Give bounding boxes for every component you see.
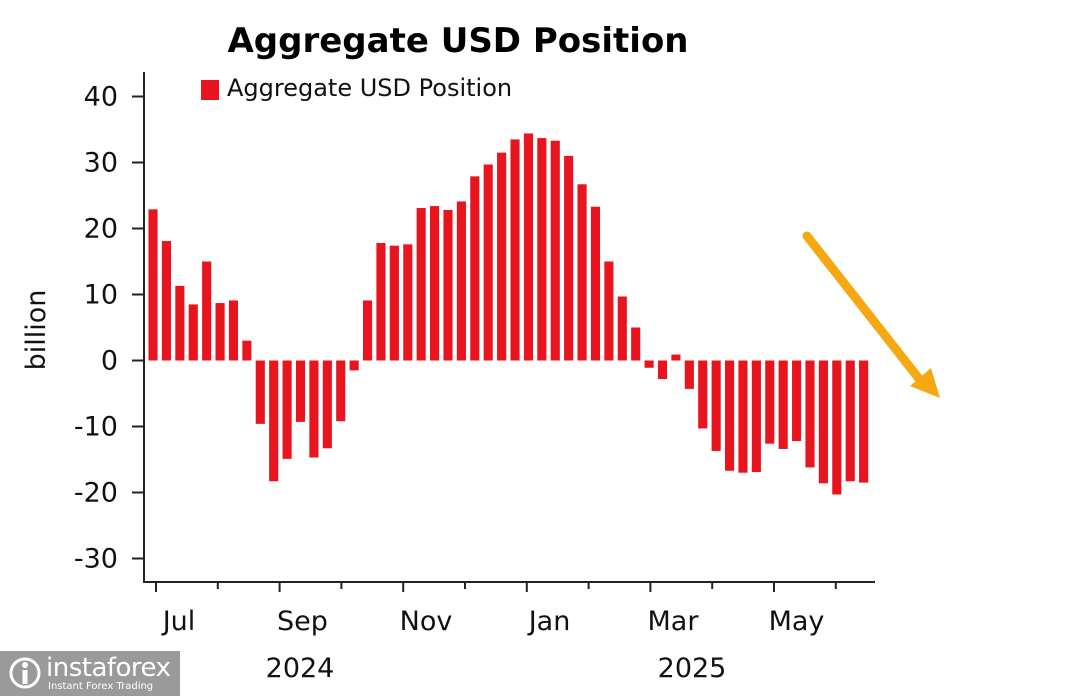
bar bbox=[617, 296, 627, 361]
bar bbox=[416, 208, 426, 361]
bar bbox=[175, 285, 185, 361]
instaforex-logo: instaforex Instant Forex Trading bbox=[0, 651, 180, 696]
chart-title: Aggregate USD Position bbox=[227, 21, 688, 61]
bar bbox=[684, 360, 694, 389]
bar bbox=[523, 133, 533, 361]
bar bbox=[751, 360, 761, 473]
bar bbox=[657, 360, 668, 379]
x-tick-label: Nov bbox=[400, 606, 453, 637]
bar bbox=[671, 354, 681, 361]
x-tick-label: Mar bbox=[648, 606, 700, 637]
bar bbox=[295, 360, 306, 422]
bar bbox=[309, 360, 319, 458]
y-tick-label: 20 bbox=[84, 214, 118, 245]
x-year-label: 2025 bbox=[658, 653, 727, 684]
bar bbox=[403, 244, 413, 361]
bar bbox=[470, 176, 480, 361]
bar bbox=[430, 206, 440, 361]
bar bbox=[497, 152, 507, 361]
bar bbox=[161, 241, 171, 361]
bar bbox=[456, 201, 466, 361]
bar bbox=[818, 360, 828, 484]
instaforex-logo-icon bbox=[9, 657, 41, 689]
y-tick-label: 10 bbox=[84, 280, 118, 311]
bar bbox=[336, 360, 346, 422]
x-axis-ticks: Jul Sep Nov Jan Mar May 2024 2025 bbox=[155, 582, 837, 684]
y-tick-label: -10 bbox=[74, 412, 118, 443]
bar bbox=[269, 360, 279, 482]
y-tick-label: 40 bbox=[84, 82, 118, 113]
y-axis-label: billion bbox=[21, 290, 52, 371]
trend-arrow bbox=[802, 231, 940, 398]
bar bbox=[215, 303, 225, 361]
logo-brand: instaforex bbox=[46, 653, 171, 683]
bar bbox=[443, 210, 453, 361]
bar bbox=[564, 155, 574, 361]
legend: Aggregate USD Position bbox=[201, 74, 512, 102]
bar bbox=[711, 360, 721, 451]
bar bbox=[577, 184, 587, 361]
legend-label: Aggregate USD Position bbox=[227, 74, 512, 102]
logo-tagline: Instant Forex Trading bbox=[48, 681, 154, 692]
bar bbox=[349, 360, 359, 371]
bar bbox=[483, 164, 493, 361]
bar bbox=[510, 139, 520, 361]
legend-swatch bbox=[201, 80, 219, 100]
bar bbox=[362, 300, 373, 361]
bar bbox=[724, 360, 735, 471]
bars bbox=[148, 133, 869, 495]
bar bbox=[148, 209, 158, 361]
trend-arrow-shaft bbox=[802, 231, 925, 385]
bar bbox=[188, 304, 198, 361]
bar bbox=[738, 360, 748, 473]
bar bbox=[832, 360, 842, 495]
x-tick-label: Sep bbox=[277, 606, 328, 637]
bar bbox=[389, 245, 399, 361]
bar bbox=[376, 243, 386, 361]
bar bbox=[590, 206, 601, 361]
x-tick-label: Jan bbox=[527, 606, 571, 637]
bar bbox=[765, 360, 775, 444]
y-tick-label: 30 bbox=[84, 148, 118, 179]
bar bbox=[228, 300, 239, 361]
y-tick-label: -30 bbox=[74, 544, 118, 575]
y-axis-ticks: 40 30 20 10 0 -10 -20 -30 bbox=[74, 82, 144, 575]
x-year-label: 2024 bbox=[266, 653, 335, 684]
x-tick-label: May bbox=[769, 606, 825, 637]
bar bbox=[255, 360, 265, 424]
bar bbox=[792, 360, 802, 442]
bar bbox=[631, 327, 641, 361]
y-tick-label: 0 bbox=[101, 346, 118, 377]
y-tick-label: -20 bbox=[74, 478, 118, 509]
bar bbox=[644, 360, 654, 368]
bar bbox=[805, 360, 815, 468]
trend-arrow-head bbox=[910, 368, 940, 398]
x-tick-label: Jul bbox=[161, 606, 196, 637]
bar bbox=[698, 360, 708, 429]
bar bbox=[202, 261, 212, 361]
bar bbox=[550, 140, 560, 361]
bar bbox=[537, 138, 547, 361]
bar bbox=[322, 360, 332, 449]
bar bbox=[859, 360, 869, 483]
bar bbox=[845, 360, 855, 482]
bar bbox=[282, 360, 292, 459]
bar bbox=[778, 360, 788, 449]
bar bbox=[604, 261, 614, 361]
bar bbox=[242, 340, 252, 361]
